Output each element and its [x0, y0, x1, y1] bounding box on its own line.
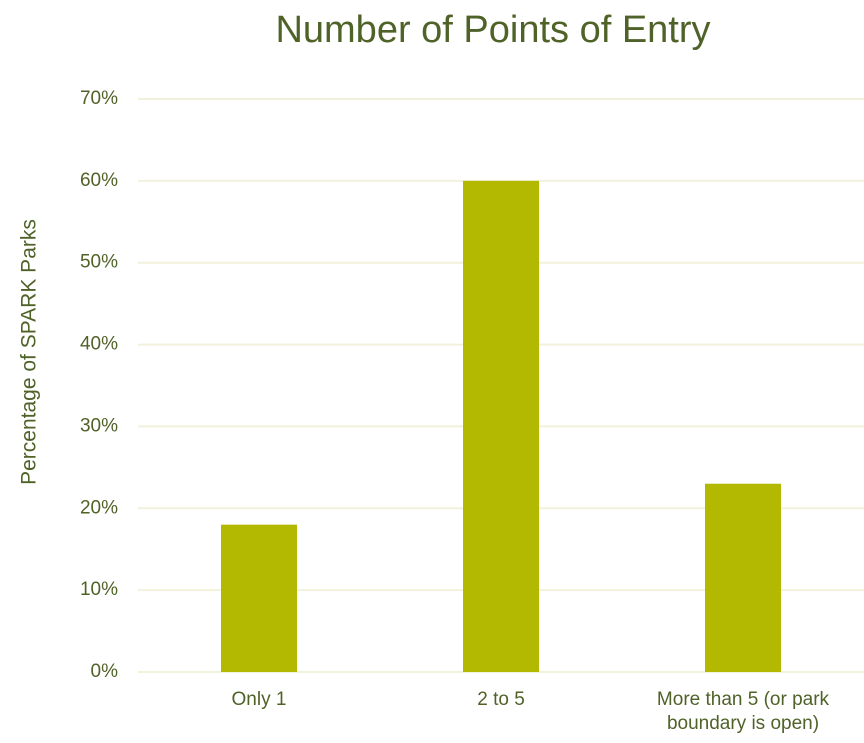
y-tick-label: 30%: [80, 415, 118, 436]
chart-title: Number of Points of Entry: [275, 9, 710, 51]
y-tick-label: 70%: [80, 88, 118, 109]
x-tick-label: Only 1: [231, 689, 287, 710]
y-tick-label: 40%: [80, 334, 118, 355]
x-tick-label: 2 to 5: [477, 689, 525, 710]
bar: [463, 180, 539, 672]
x-tick-label: More than 5 (or park boundary is open): [656, 689, 830, 734]
y-tick-label: 50%: [80, 252, 118, 273]
y-tick-label: 20%: [80, 497, 118, 518]
y-axis-label: Percentage of SPARK Parks: [18, 219, 41, 485]
y-tick-label: 0%: [91, 661, 119, 682]
y-tick-label: 60%: [80, 170, 118, 191]
bar: [221, 524, 297, 672]
y-tick-label: 10%: [80, 579, 118, 600]
bar: [705, 483, 781, 672]
